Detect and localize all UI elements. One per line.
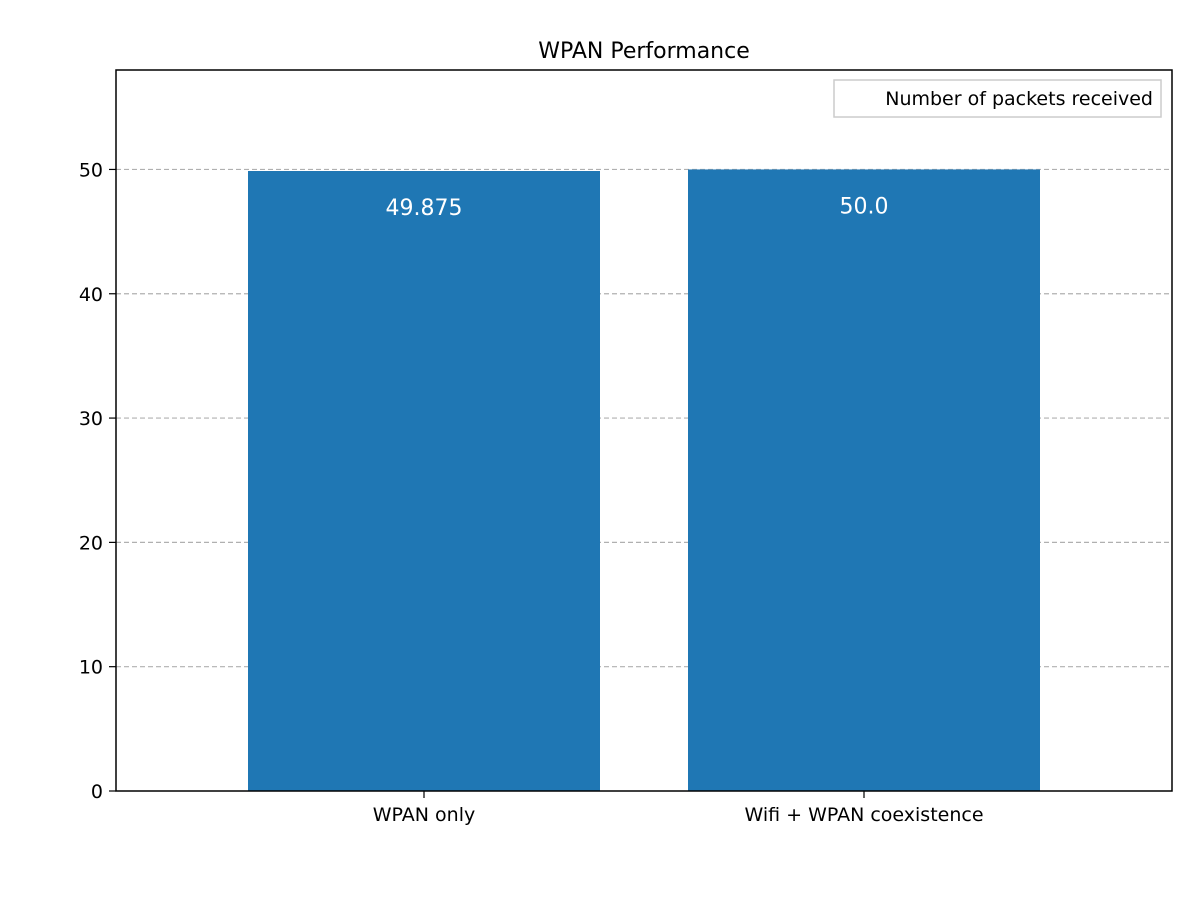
y-tick-label: 0 [91,781,103,803]
legend: Number of packets received [833,79,1162,118]
legend-entry-label: Number of packets received [885,88,1153,110]
y-tick-label: 10 [79,657,103,679]
chart-title: WPAN Performance [538,39,750,64]
axes: 0 10 20 30 40 50 WPAN only Wifi + WPAN coexiste… [79,69,1173,826]
y-tick-label: 30 [79,408,103,430]
x-tick-label: WPAN only [373,804,475,826]
bar [248,171,600,792]
y-tick-label: 20 [79,532,103,554]
bars [248,169,1040,792]
bar-value-label: 49.875 [386,196,463,221]
legend-box [833,79,1162,118]
x-tick-label: Wifi + WPAN coexistence [744,804,983,826]
y-tick-label: 50 [79,159,103,181]
bar-value-labels: 49.875 50.0 [386,194,889,221]
y-tick-label: 40 [79,284,103,306]
bar-value-label: 50.0 [840,194,889,219]
plot-frame [115,69,1173,792]
bar [688,169,1040,792]
